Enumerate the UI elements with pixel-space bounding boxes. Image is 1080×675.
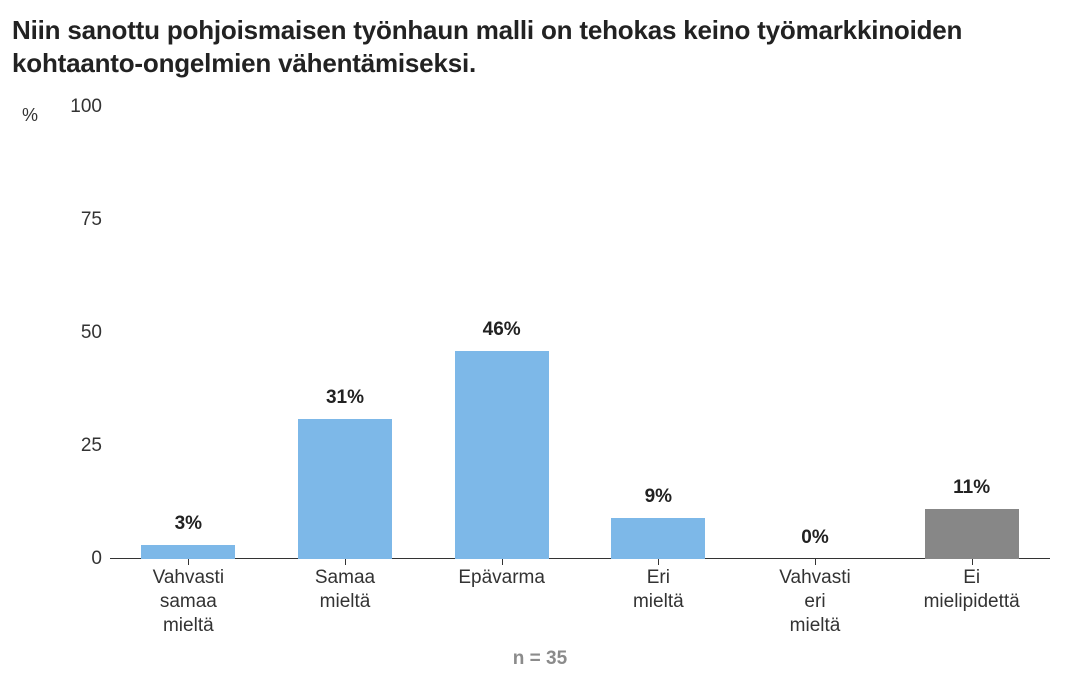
bar-value-label: 46% [423,319,580,341]
x-axis-label: Samaamieltä [267,566,424,614]
x-tick-mark [815,559,816,565]
y-axis-unit-label: % [22,105,38,126]
bar [925,509,1019,559]
bar [455,351,549,559]
bar-value-label: 11% [893,477,1050,499]
bar [611,518,705,559]
x-axis-label: Erimieltä [580,566,737,614]
x-tick-mark [188,559,189,565]
bar [298,419,392,559]
x-tick-mark [972,559,973,565]
y-tick-label: 0 [48,548,102,570]
y-tick-label: 75 [48,209,102,231]
bar-group: 9% [580,107,737,559]
x-axis-label: Epävarma [423,566,580,590]
x-tick-mark [345,559,346,565]
chart-title: Niin sanottu pohjoismaisen työnhaun mall… [12,14,1050,81]
y-tick-label: 25 [48,435,102,457]
bar-group: 0% [737,107,894,559]
sub-caption: n = 35 [0,648,1080,670]
x-axis-label: Eimielipidettä [893,566,1050,614]
bar-group: 31% [267,107,424,559]
bar-group: 11% [893,107,1050,559]
bar [141,545,235,559]
bar-group: 46% [423,107,580,559]
y-tick-label: 100 [48,96,102,118]
bar-value-label: 3% [110,513,267,535]
bar-value-label: 31% [267,387,424,409]
x-axis-label: Vahvastisamaamieltä [110,566,267,637]
x-axis-label: Vahvastierimieltä [737,566,894,637]
x-tick-mark [658,559,659,565]
bar-group: 3% [110,107,267,559]
bar-value-label: 0% [737,527,894,549]
x-tick-mark [502,559,503,565]
plot-area: 02550751003%31%46%9%0%11% [110,107,1050,559]
bar-value-label: 9% [580,486,737,508]
y-tick-label: 50 [48,322,102,344]
